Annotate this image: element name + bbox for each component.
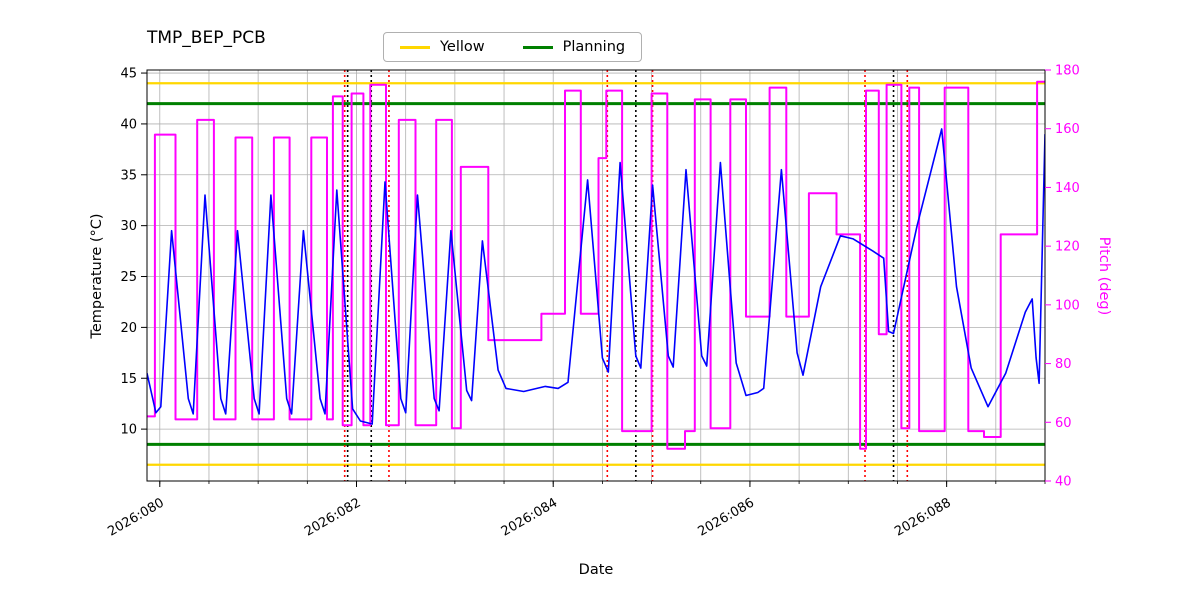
y-left-tick-label: 10 [120,423,137,438]
legend-label-yellow: Yellow [440,39,485,55]
y-left-tick-label: 25 [120,270,137,285]
legend-item-planning: Planning [522,39,626,55]
x-tick-label: 2026:086 [695,495,756,539]
pitch-series-line [147,80,1045,450]
y-axis-label-right: Pitch (deg) [1096,236,1112,316]
legend-item-yellow: Yellow [400,39,485,55]
y-right-tick-label: 140 [1055,181,1080,196]
x-tick-label: 2026:082 [302,495,363,539]
y-right-tick-label: 100 [1055,298,1080,313]
legend: Yellow Planning [383,32,643,62]
y-right-tick-label: 160 [1055,122,1080,137]
y-right-tick-label: 80 [1055,357,1072,372]
y-left-tick-label: 45 [120,67,137,82]
x-axis-label: Date [578,562,614,578]
x-tick-label: 2026:080 [105,495,166,539]
y-right-tick-label: 180 [1055,64,1080,79]
y-right-tick-label: 40 [1055,475,1072,490]
y-left-tick-label: 20 [120,321,137,336]
planning-line-swatch [522,45,553,49]
legend-label-planning: Planning [562,39,626,55]
y-left-tick-label: 35 [120,168,137,183]
yellow-line-swatch [400,45,430,49]
x-tick-label: 2026:088 [892,495,953,539]
plot-border [146,69,1046,482]
chart-title: TMP_BEP_PCB [147,28,266,48]
y-axis-label-left: Temperature (°C) [89,213,105,339]
y-left-tick-label: 15 [120,372,137,387]
x-tick-label: 2026:084 [499,495,560,539]
y-right-tick-label: 120 [1055,240,1080,255]
temperature-series-line [147,128,1045,425]
y-left-tick-label: 40 [120,117,137,132]
y-left-tick-label: 30 [120,219,137,234]
y-right-tick-label: 60 [1055,416,1072,431]
